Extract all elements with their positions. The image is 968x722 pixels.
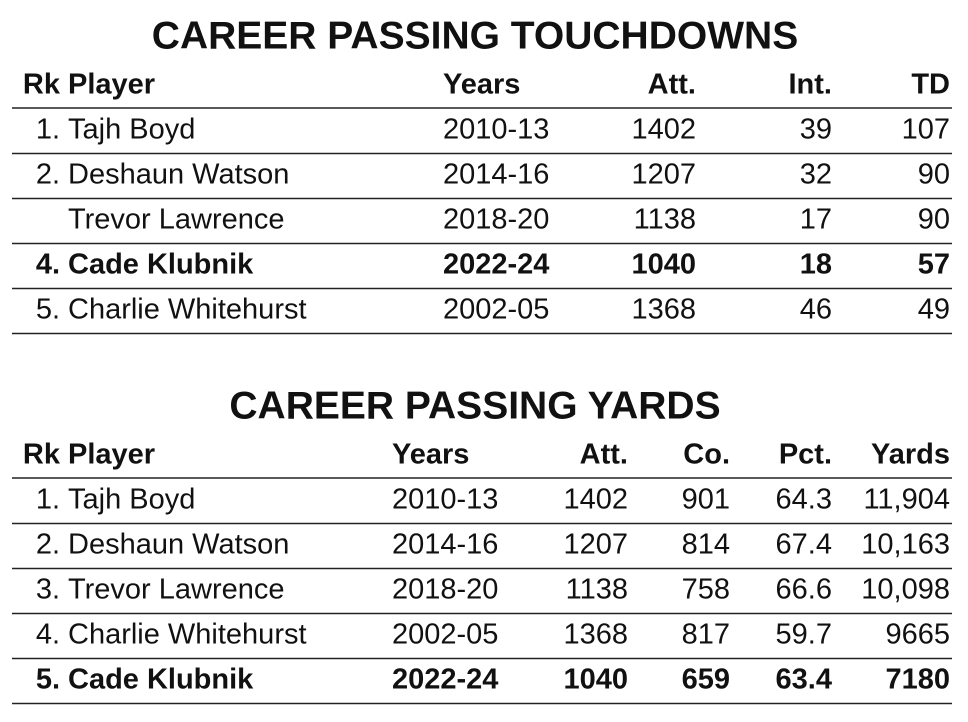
column-header: Yards [871, 439, 950, 471]
column-header: Rk [23, 439, 61, 471]
column-header: Player [68, 439, 155, 471]
column-header: Player [68, 69, 155, 101]
table-cell: 1368 [631, 294, 696, 326]
table-cell: 57 [918, 249, 950, 281]
table-cell: 814 [682, 529, 730, 561]
table-cell: 5. [36, 294, 60, 326]
table-cell: 107 [902, 114, 950, 146]
table-cell: 66.6 [776, 574, 832, 606]
table-cell: 1. [36, 484, 60, 516]
column-header: Rk [23, 69, 61, 101]
table-cell: 4. [36, 619, 60, 651]
table-cell: 5. [36, 664, 60, 696]
table-cell: 2022-24 [392, 664, 498, 696]
table-cell: 1207 [563, 529, 628, 561]
table-cell: Trevor Lawrence [68, 574, 285, 606]
table-cell: 1368 [563, 619, 628, 651]
table-cell: 2014-16 [443, 159, 549, 191]
table-cell: 758 [682, 574, 730, 606]
table-cell: 1138 [634, 204, 696, 236]
table-cell: 1207 [631, 159, 696, 191]
table-cell: 49 [918, 294, 950, 326]
table-cell: Tajh Boyd [68, 484, 195, 516]
table-cell: 2018-20 [443, 204, 549, 236]
table-cell: 90 [918, 204, 950, 236]
table-cell: 90 [918, 159, 950, 191]
table-cell: 817 [682, 619, 730, 651]
table-cell: 2010-13 [443, 114, 549, 146]
table-cell: 63.4 [776, 664, 832, 696]
table-cell: Cade Klubnik [68, 664, 254, 696]
table-cell: Cade Klubnik [68, 249, 254, 281]
table-cell: 64.3 [776, 484, 832, 516]
table-cell: 7180 [885, 664, 950, 696]
table-cell: 1. [36, 114, 60, 146]
table-title: CAREER PASSING TOUCHDOWNS [152, 14, 798, 57]
table-cell: 9665 [885, 619, 950, 651]
table-cell: 67.4 [776, 529, 832, 561]
table-cell: 46 [800, 294, 832, 326]
table-cell: 2002-05 [443, 294, 549, 326]
table-cell: 1402 [631, 114, 696, 146]
table-cell: 2. [36, 159, 60, 191]
table-cell: 18 [800, 249, 832, 281]
column-header: TD [911, 69, 950, 101]
table-cell: 1040 [563, 664, 628, 696]
table-cell: 2014-16 [392, 529, 498, 561]
table-cell: 901 [682, 484, 730, 516]
table-cell: 3. [36, 574, 60, 606]
table-cell: 2010-13 [392, 484, 498, 516]
table-cell: 659 [682, 664, 730, 696]
table-cell: 59.7 [776, 619, 832, 651]
column-header: Int. [789, 69, 833, 101]
table-cell: Charlie Whitehurst [68, 619, 307, 651]
table-cell: Trevor Lawrence [68, 204, 285, 236]
column-header: Att. [648, 69, 696, 101]
column-header: Years [392, 439, 469, 471]
table-cell: 4. [36, 249, 60, 281]
table-cell: 11,904 [863, 484, 950, 516]
table-cell: 2. [36, 529, 60, 561]
table-cell: 10,098 [861, 574, 950, 606]
table-cell: 1402 [563, 484, 628, 516]
table-cell: 2018-20 [392, 574, 498, 606]
table-cell: 2002-05 [392, 619, 498, 651]
table-cell: 10,163 [861, 529, 950, 561]
table-cell: Tajh Boyd [68, 114, 195, 146]
table-cell: Deshaun Watson [68, 529, 289, 561]
table-cell: 17 [800, 204, 832, 236]
table-cell: 1040 [631, 249, 696, 281]
table-title: CAREER PASSING YARDS [229, 384, 720, 427]
table-cell: 1138 [566, 574, 628, 606]
table-cell: 2022-24 [443, 249, 549, 281]
table-cell: Charlie Whitehurst [68, 294, 307, 326]
table-cell: Deshaun Watson [68, 159, 289, 191]
column-header: Att. [580, 439, 628, 471]
table-cell: 39 [800, 114, 832, 146]
column-header: Years [443, 69, 520, 101]
column-header: Co. [683, 439, 730, 471]
table-cell: 32 [800, 159, 832, 191]
column-header: Pct. [779, 439, 832, 471]
